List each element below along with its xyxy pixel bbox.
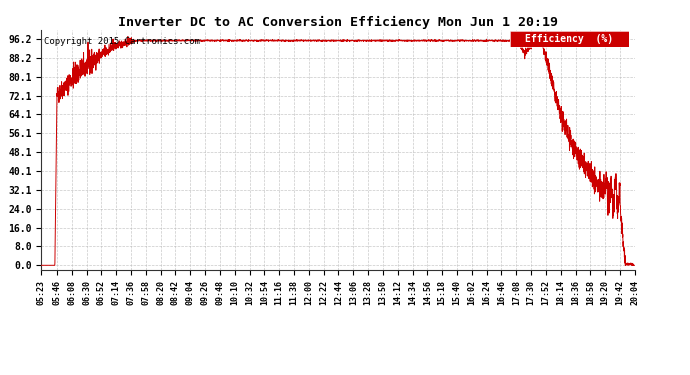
Text: Copyright 2015 Cartronics.com: Copyright 2015 Cartronics.com bbox=[44, 37, 200, 46]
Title: Inverter DC to AC Conversion Efficiency Mon Jun 1 20:19: Inverter DC to AC Conversion Efficiency … bbox=[118, 16, 558, 29]
